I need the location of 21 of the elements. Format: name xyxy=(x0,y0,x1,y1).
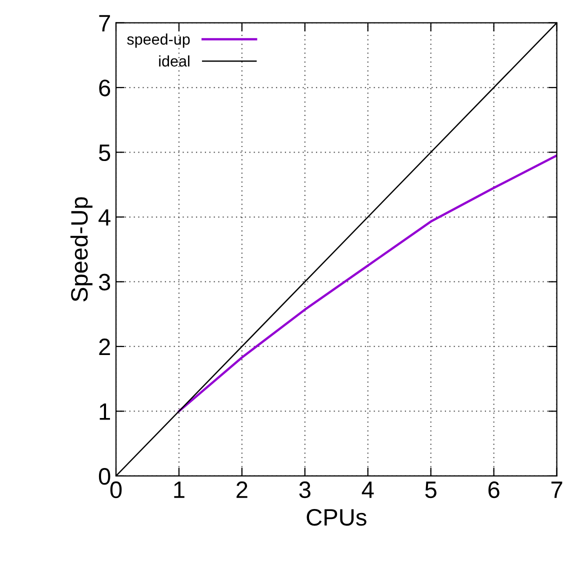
y-tick-label: 0 xyxy=(98,468,110,485)
x-tick-label: 7 xyxy=(551,482,562,498)
legend-label: speed-up xyxy=(127,33,190,48)
x-tick-label: 4 xyxy=(362,482,374,498)
x-tick-label: 3 xyxy=(299,481,310,498)
x-tick-label: 2 xyxy=(236,481,248,498)
y-tick-label: 6 xyxy=(99,80,110,96)
y-axis-title: Speed-Up xyxy=(70,197,92,302)
x-axis-title: CPUs xyxy=(306,509,366,526)
x-tick-label: 5 xyxy=(425,482,436,498)
x-tick-label: 1 xyxy=(174,482,184,498)
y-tick-label: 1 xyxy=(100,404,110,420)
y-tick-label: 3 xyxy=(98,274,110,291)
y-tick-label: 7 xyxy=(99,15,110,32)
x-tick-label: 6 xyxy=(488,481,500,498)
legend-label: ideal xyxy=(159,55,190,67)
y-tick-label: 2 xyxy=(99,338,110,356)
line-series xyxy=(178,154,557,412)
x-tick-label: 0 xyxy=(110,481,122,498)
y-tick-label: 5 xyxy=(98,144,110,162)
y-tick-label: 4 xyxy=(98,209,110,226)
